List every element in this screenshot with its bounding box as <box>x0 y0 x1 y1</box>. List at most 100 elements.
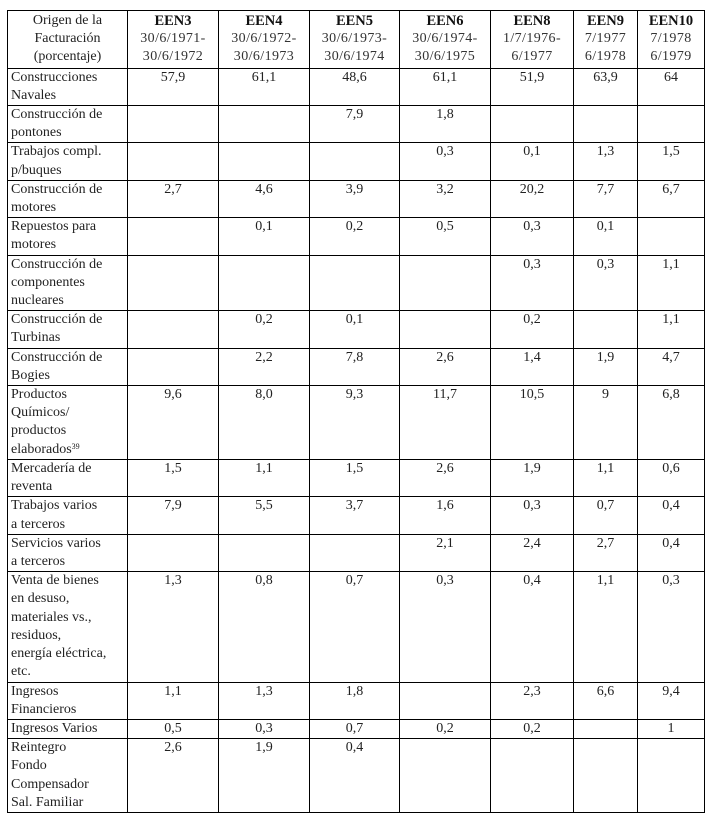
value-cell <box>127 217 219 256</box>
row-label-line: en desuso, <box>11 591 70 607</box>
value-cell <box>637 738 705 813</box>
value-cell: 1,3 <box>127 571 219 683</box>
origin-header-line: Facturación <box>34 31 101 47</box>
value-cell: 0,4 <box>637 533 705 573</box>
value-cell: 0,3 <box>490 496 574 535</box>
value-cell <box>309 254 400 312</box>
table-row: Servicios varios a terceros 2,1 2,4 2,7 0,4 <box>7 533 705 573</box>
value-cell: 1,3 <box>573 142 638 181</box>
row-label-line: Financieros <box>11 701 77 717</box>
value-cell: 1,1 <box>637 254 705 312</box>
value-cell: 3,7 <box>309 496 400 535</box>
row-label-line: Servicios varios <box>11 535 101 551</box>
value-cell: 10,5 <box>490 385 574 461</box>
value-cell <box>637 217 705 256</box>
value-cell: 4,7 <box>637 347 705 387</box>
row-label-line: motores <box>11 237 57 253</box>
value-cell: 5,5 <box>218 496 310 535</box>
table-row: Trabajos varios a terceros 7,9 5,5 3,7 1,6 0,3… <box>7 496 705 535</box>
value-cell: 1,1 <box>127 681 219 720</box>
value-cell <box>218 142 310 181</box>
row-label-line: p/buques <box>11 162 62 178</box>
row-label-line: motores <box>11 200 57 216</box>
row-label-line: Fondo <box>11 758 47 774</box>
value-cell: 51,9 <box>490 67 574 107</box>
row-label-line: Ingresos <box>11 683 59 699</box>
value-cell: 0,2 <box>490 310 574 349</box>
table-row: Mercadería de reventa 1,5 1,1 1,5 2,6 1,9 1,1 0,… <box>7 459 705 498</box>
value-cell: 1,1 <box>573 571 638 683</box>
row-label: Trabajos compl. p/buques <box>7 142 128 181</box>
row-label: Construcción de Turbinas <box>7 310 128 349</box>
column-header-een10: EEN10 7/1978 6/1979 <box>637 10 705 69</box>
value-cell: 1,9 <box>490 459 574 498</box>
value-cell: 1,9 <box>573 347 638 387</box>
period-start: 30/6/1972- <box>231 31 297 47</box>
value-cell: 0,3 <box>637 571 705 683</box>
row-label-line: reventa <box>11 479 53 495</box>
value-cell: 64 <box>637 67 705 107</box>
value-cell: 0,3 <box>490 254 574 312</box>
value-cell <box>573 310 638 349</box>
row-label-line: Químicos/ <box>11 405 70 421</box>
value-cell: 0,3 <box>399 142 491 181</box>
row-label-line: Construcción de <box>11 107 103 123</box>
value-cell: 3,9 <box>309 179 400 219</box>
table-row: Construcción de Bogies 2,2 7,8 2,6 1,4 1,9 4,7 <box>7 347 705 387</box>
value-cell: 0,4 <box>309 738 400 813</box>
row-label-line: materiales vs., <box>11 609 92 625</box>
row-label-line: Repuestos para <box>11 219 97 235</box>
origin-header: Origen de la Facturación (porcentaje) <box>7 10 128 69</box>
value-cell: 0,1 <box>490 142 574 181</box>
row-label: Productos Químicos/productos elaborados39 <box>7 385 128 461</box>
value-cell: 0,3 <box>490 217 574 256</box>
period-end: 30/6/1973 <box>233 49 295 65</box>
column-name: EEN3 <box>154 13 192 29</box>
column-header-een3: EEN3 30/6/1971- 30/6/1972 <box>127 10 219 69</box>
value-cell: 1,5 <box>127 459 219 498</box>
value-cell <box>637 105 705 144</box>
value-cell: 9 <box>573 385 638 461</box>
period-end: 30/6/1975 <box>414 49 476 65</box>
value-cell: 1,3 <box>218 681 310 720</box>
value-cell: 1,6 <box>399 496 491 535</box>
value-cell: 7,7 <box>573 179 638 219</box>
row-label-line: residuos, <box>11 627 62 643</box>
value-cell: 1,9 <box>218 738 310 813</box>
row-label-line: componentes <box>11 274 85 290</box>
table-row: Ingresos Financieros 1,1 1,3 1,8 2,3 6,6 9,4 <box>7 681 705 720</box>
period-end: 6/1979 <box>650 49 692 65</box>
value-cell <box>127 310 219 349</box>
value-cell: 2,6 <box>399 459 491 498</box>
period-start: 30/6/1974- <box>412 31 478 47</box>
value-cell: 3,2 <box>399 179 491 219</box>
value-cell <box>218 533 310 573</box>
row-label-line: elaborados39 <box>11 441 124 459</box>
value-cell <box>309 142 400 181</box>
value-cell: 1,1 <box>637 310 705 349</box>
table-row: Construcción de Turbinas 0,2 0,1 0,2 1,1 <box>7 310 705 349</box>
row-label-line: Trabajos varios <box>11 498 98 514</box>
period-start: 30/6/1973- <box>321 31 388 47</box>
period-start: 1/7/1976- <box>502 31 562 47</box>
value-cell: 2,7 <box>573 533 638 573</box>
row-label: Reintegro Fondo Compensador Sal. Familiar <box>7 738 128 813</box>
value-cell: 8,0 <box>218 385 310 461</box>
value-cell: 0,7 <box>309 571 400 683</box>
period-start: 30/6/1971- <box>140 31 206 47</box>
row-label-line: Sal. Familiar <box>11 794 84 810</box>
row-label: Construcción de Bogies <box>7 347 128 387</box>
value-cell <box>399 738 491 813</box>
origin-header-line: (porcentaje) <box>33 49 102 65</box>
value-cell: 0,1 <box>573 217 638 256</box>
row-label-text: elaborados <box>11 441 72 457</box>
row-label: Servicios varios a terceros <box>7 533 128 573</box>
origin-header-line: Origen de la <box>32 13 103 28</box>
row-label-line: Trabajos compl. <box>11 144 102 160</box>
row-label-line: Construcciones <box>11 69 98 85</box>
row-label-line: Construcción de <box>11 312 103 328</box>
table-row: Trabajos compl. p/buques 0,3 0,1 1,3 1,5 <box>7 142 705 181</box>
row-label: Venta de bienes en desuso, materiales vs.,… <box>7 571 128 683</box>
value-cell: 6,7 <box>637 179 705 219</box>
row-label-line: Venta de bienes <box>11 573 99 589</box>
